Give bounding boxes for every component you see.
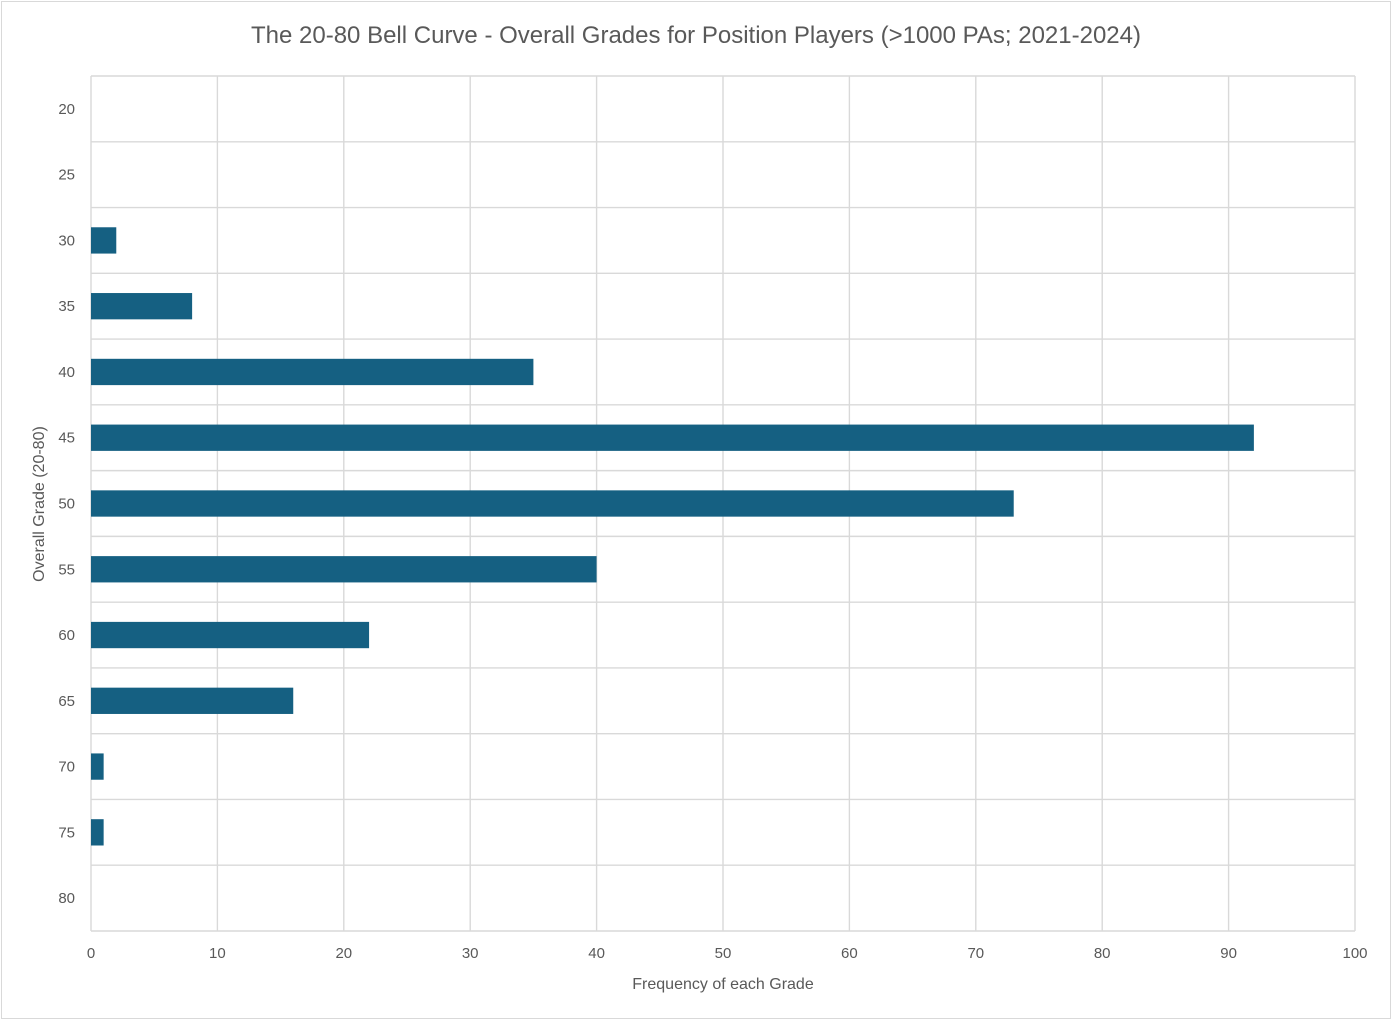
y-tick-label: 20 — [58, 101, 75, 118]
bar-grade-75 — [91, 819, 104, 846]
x-tick-label: 70 — [967, 945, 984, 962]
y-tick-label: 70 — [58, 759, 75, 776]
bar-grade-55 — [91, 556, 597, 583]
chart-title: The 20-80 Bell Curve - Overall Grades fo… — [251, 22, 1141, 49]
x-tick-label: 0 — [87, 945, 95, 962]
y-tick-label: 65 — [58, 693, 75, 710]
x-tick-label: 80 — [1094, 945, 1111, 962]
y-tick-label: 50 — [58, 496, 75, 513]
bar-grade-45 — [91, 424, 1254, 451]
x-axis-title: Frequency of each Grade — [632, 976, 814, 993]
y-tick-label: 35 — [58, 298, 75, 315]
y-tick-label: 25 — [58, 167, 75, 184]
y-tick-label: 40 — [58, 364, 75, 381]
y-tick-label: 45 — [58, 430, 75, 447]
x-tick-label: 10 — [209, 945, 226, 962]
bar-grade-65 — [91, 687, 294, 714]
y-tick-label: 55 — [58, 561, 75, 578]
x-tick-label: 20 — [335, 945, 352, 962]
bar-grade-70 — [91, 753, 104, 780]
bar-grade-60 — [91, 621, 370, 649]
bars — [91, 227, 1254, 846]
x-axis-ticks: 0 10 20 30 40 50 60 70 80 90 100 — [87, 945, 1368, 962]
x-tick-label: 90 — [1220, 945, 1237, 962]
y-tick-label: 75 — [58, 824, 75, 841]
bar-grade-40 — [91, 358, 534, 386]
y-axis-ticks: 20 25 30 35 40 45 50 55 60 65 70 75 80 — [58, 101, 75, 907]
bar-grade-30 — [91, 227, 117, 254]
x-tick-label: 60 — [841, 945, 858, 962]
gridlines — [90, 75, 1356, 932]
y-tick-label: 80 — [58, 890, 75, 907]
y-tick-label: 30 — [58, 232, 75, 249]
y-tick-label: 60 — [58, 627, 75, 644]
bar-grade-35 — [91, 293, 193, 320]
x-tick-label: 100 — [1342, 945, 1367, 962]
x-tick-label: 30 — [462, 945, 479, 962]
x-tick-label: 50 — [715, 945, 732, 962]
bar-grade-50 — [91, 490, 1014, 517]
y-axis-title: Overall Grade (20-80) — [31, 426, 48, 582]
x-tick-label: 40 — [588, 945, 605, 962]
